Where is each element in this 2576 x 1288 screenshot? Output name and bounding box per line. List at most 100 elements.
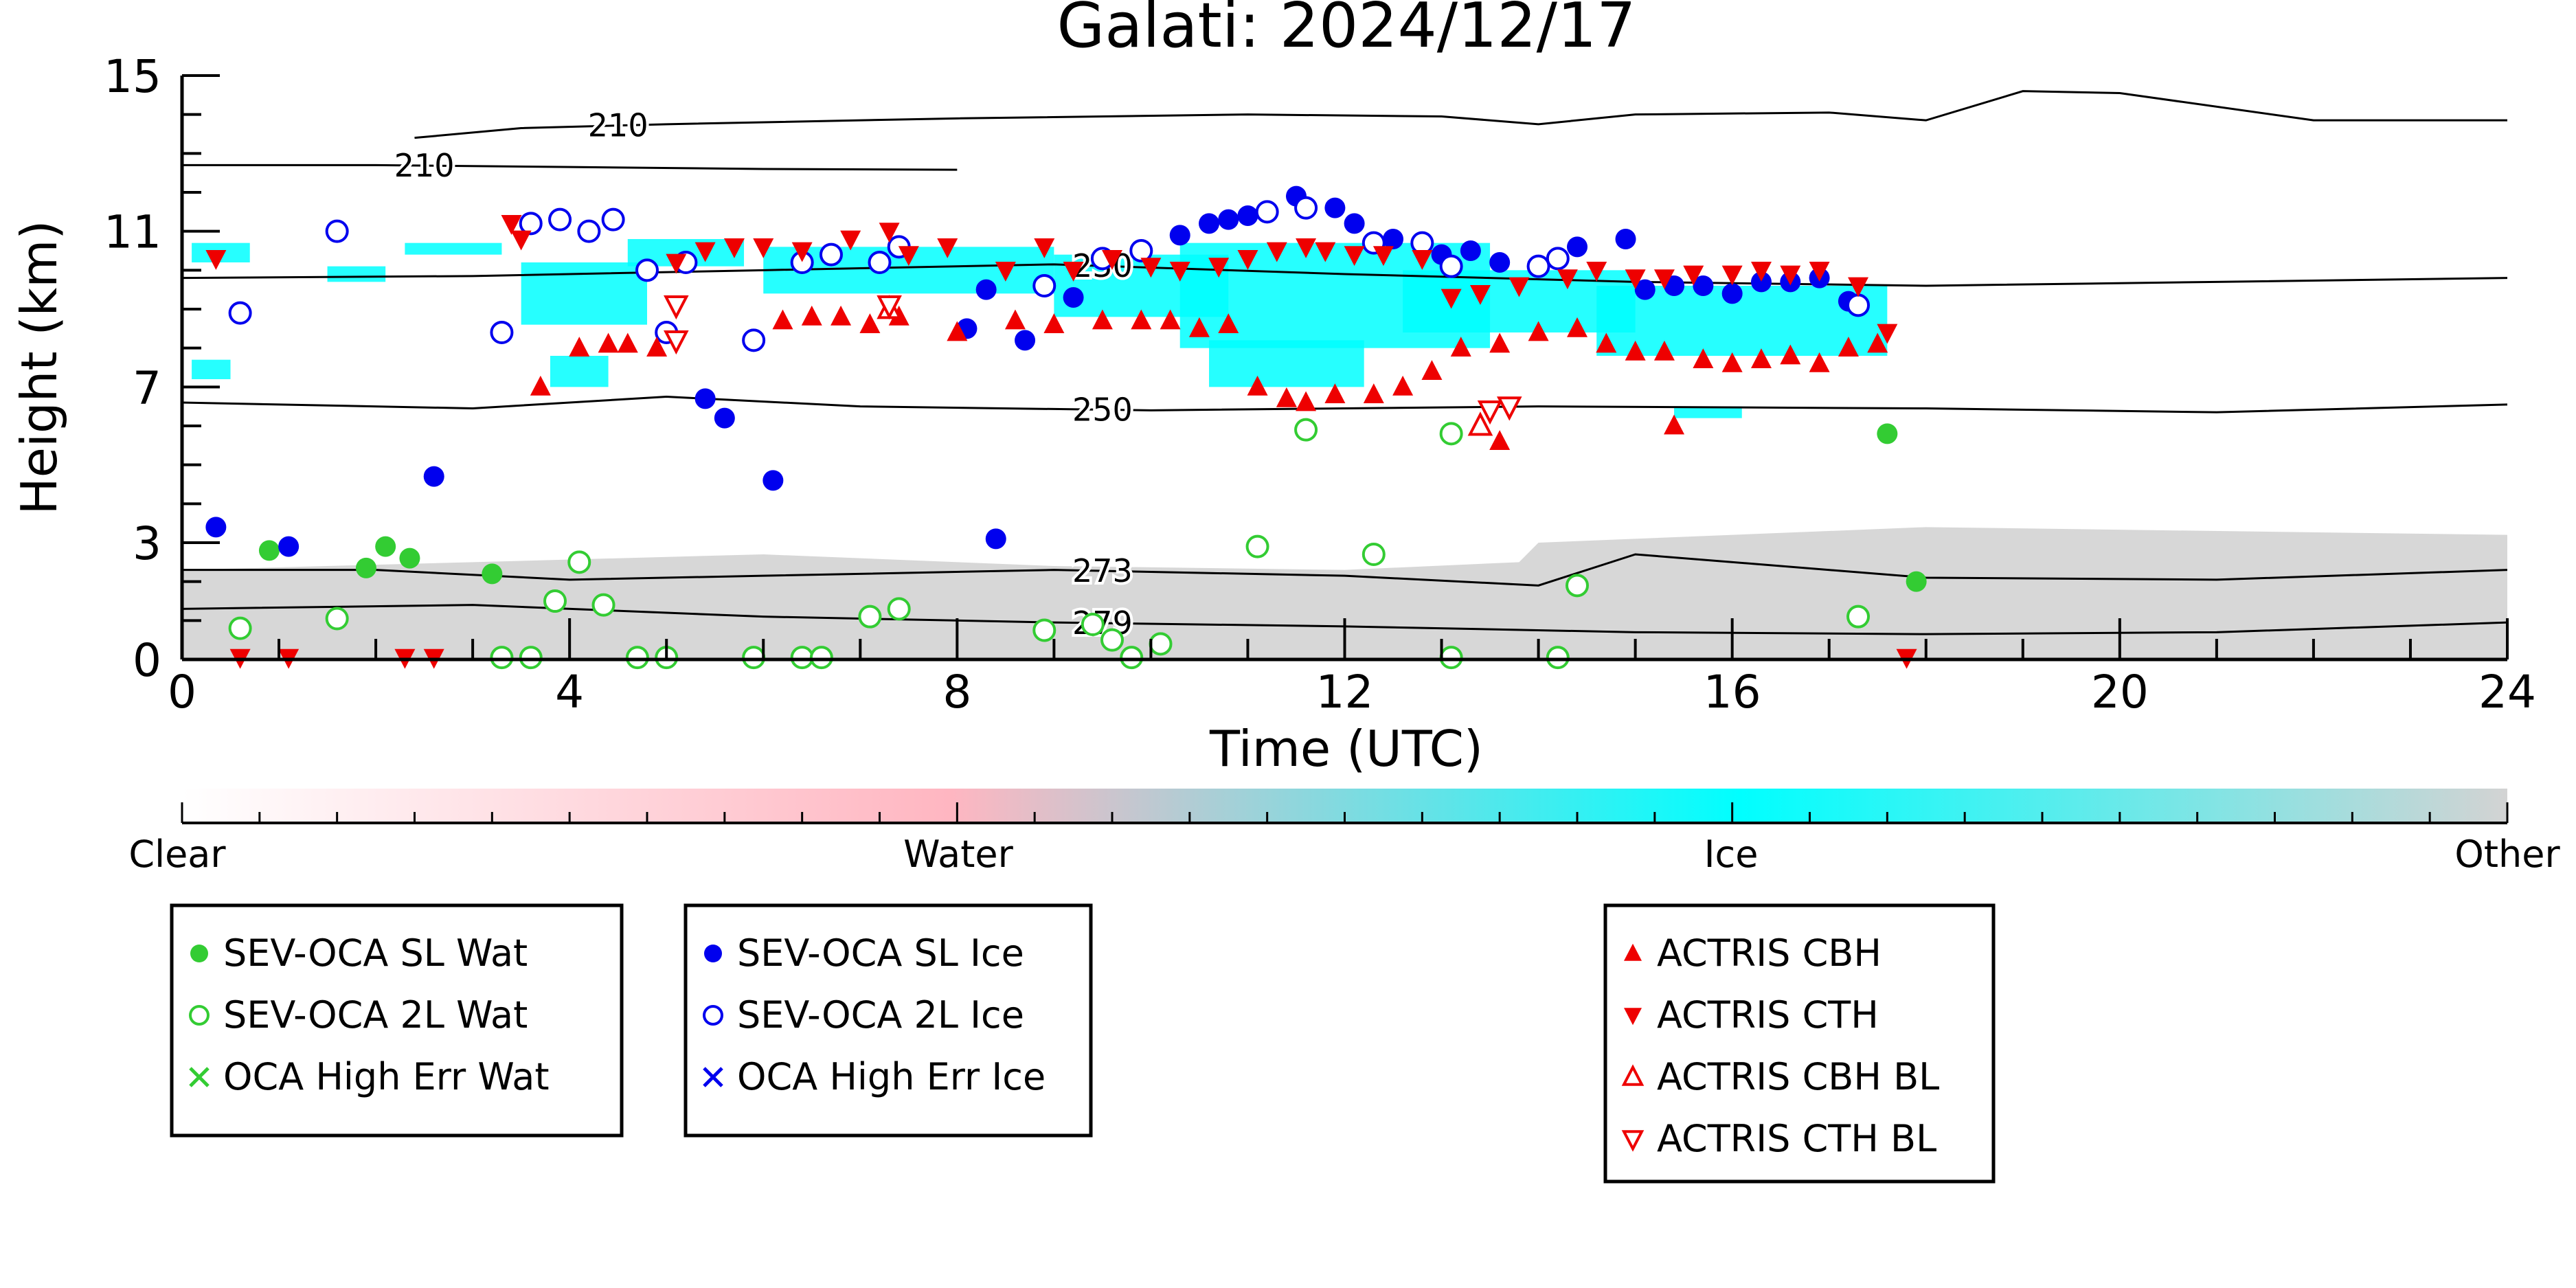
data-point xyxy=(791,242,813,262)
data-point xyxy=(1218,209,1239,230)
data-point xyxy=(1276,387,1297,407)
data-point xyxy=(1625,269,1646,290)
data-point xyxy=(1683,265,1704,286)
legend-box-1: SEV-OCA SL Wat SEV-OCA 2L Wat OCA High Err… xyxy=(170,903,624,1138)
legend-frame xyxy=(1603,903,1996,1184)
data-point xyxy=(1567,236,1588,258)
data-point xyxy=(548,207,572,231)
data-point xyxy=(1838,337,1859,357)
data-point xyxy=(1100,628,1124,652)
data-point xyxy=(742,646,766,670)
data-point xyxy=(859,313,881,334)
data-point xyxy=(1721,265,1743,286)
data-point xyxy=(1653,269,1675,290)
data-point xyxy=(1721,352,1743,372)
data-point xyxy=(1509,277,1530,297)
colorbar-label-water: Water xyxy=(903,833,1013,876)
data-point xyxy=(601,207,625,231)
data-point xyxy=(190,945,208,962)
data-point xyxy=(1586,261,1607,282)
data-point xyxy=(1245,534,1269,558)
data-point xyxy=(1344,246,1365,267)
data-point xyxy=(530,375,551,396)
data-point xyxy=(1392,375,1414,396)
data-point xyxy=(501,214,522,235)
legend-entry-label: ACTRIS CTH xyxy=(1657,993,1879,1037)
data-point xyxy=(840,230,861,251)
data-point xyxy=(1624,1008,1642,1026)
data-point xyxy=(1621,1130,1645,1152)
data-point xyxy=(1489,332,1511,353)
data-point xyxy=(1169,261,1190,282)
legend-entry-label: SEV-OCA SL Wat xyxy=(223,931,528,975)
data-point xyxy=(1460,240,1481,261)
data-point xyxy=(598,332,619,353)
data-point xyxy=(1131,309,1152,330)
data-point xyxy=(1615,229,1636,249)
data-point xyxy=(694,242,716,262)
x-tick-label: 12 xyxy=(1316,666,1374,719)
data-point xyxy=(519,212,543,236)
legend-entry-label: ACTRIS CTH BL xyxy=(1657,1117,1936,1160)
colorbar-label-other: Other xyxy=(2454,833,2560,876)
data-point xyxy=(375,536,396,557)
data-point xyxy=(399,547,420,569)
data-point xyxy=(1867,332,1888,353)
data-point xyxy=(1440,289,1462,309)
data-point xyxy=(1846,293,1871,317)
data-point xyxy=(1383,229,1404,249)
series-sev-oca-sl-wat xyxy=(258,423,1927,592)
data-point xyxy=(819,242,843,267)
data-point xyxy=(1877,324,1898,344)
x-axis-label: Time (UTC) xyxy=(1209,720,1483,778)
data-point xyxy=(1120,646,1144,670)
ice-region xyxy=(550,356,609,387)
data-point xyxy=(877,295,902,320)
data-point xyxy=(1032,618,1057,642)
data-point xyxy=(947,321,968,341)
y-tick-label: 0 xyxy=(133,634,161,687)
data-point xyxy=(1063,261,1084,282)
data-point xyxy=(1315,242,1336,262)
low-other-region xyxy=(182,527,2507,659)
data-point xyxy=(1546,247,1570,271)
data-point xyxy=(790,646,814,670)
data-point xyxy=(753,238,774,258)
data-point xyxy=(228,301,252,325)
data-point xyxy=(1294,418,1318,442)
data-point xyxy=(1489,430,1511,451)
data-point xyxy=(1363,383,1384,404)
data-point xyxy=(625,646,649,670)
data-point xyxy=(879,223,900,243)
data-point xyxy=(635,258,659,282)
ice-region xyxy=(327,266,386,282)
data-point xyxy=(189,1005,210,1026)
x-tick-label: 4 xyxy=(555,666,584,719)
data-point xyxy=(985,528,1006,550)
data-point xyxy=(1557,269,1578,290)
data-point xyxy=(1469,284,1491,305)
data-point xyxy=(1809,261,1830,282)
data-point xyxy=(617,332,638,353)
data-point xyxy=(1362,543,1386,566)
contour-line xyxy=(182,163,958,171)
data-point xyxy=(703,1067,723,1087)
data-point xyxy=(858,605,882,629)
x-tick-label: 16 xyxy=(1704,666,1761,719)
legend-entry-label: ACTRIS CBH BL xyxy=(1657,1055,1939,1098)
data-point xyxy=(1780,344,1801,365)
y-tick-label: 7 xyxy=(133,361,161,414)
data-point xyxy=(975,279,997,300)
data-point xyxy=(1848,277,1869,297)
y-axis-label: Height (km) xyxy=(10,221,68,515)
legend-entry-label: OCA High Err Wat xyxy=(223,1055,550,1098)
y-tick-label: 15 xyxy=(104,50,161,103)
data-point xyxy=(772,309,793,330)
x-tick-label: 24 xyxy=(2478,666,2536,719)
data-point xyxy=(205,249,227,270)
data-point xyxy=(278,536,300,557)
colorbar-label-ice: Ice xyxy=(1704,833,1759,876)
ice-region xyxy=(405,242,502,255)
data-point xyxy=(591,593,615,617)
legend-frame xyxy=(170,903,624,1138)
